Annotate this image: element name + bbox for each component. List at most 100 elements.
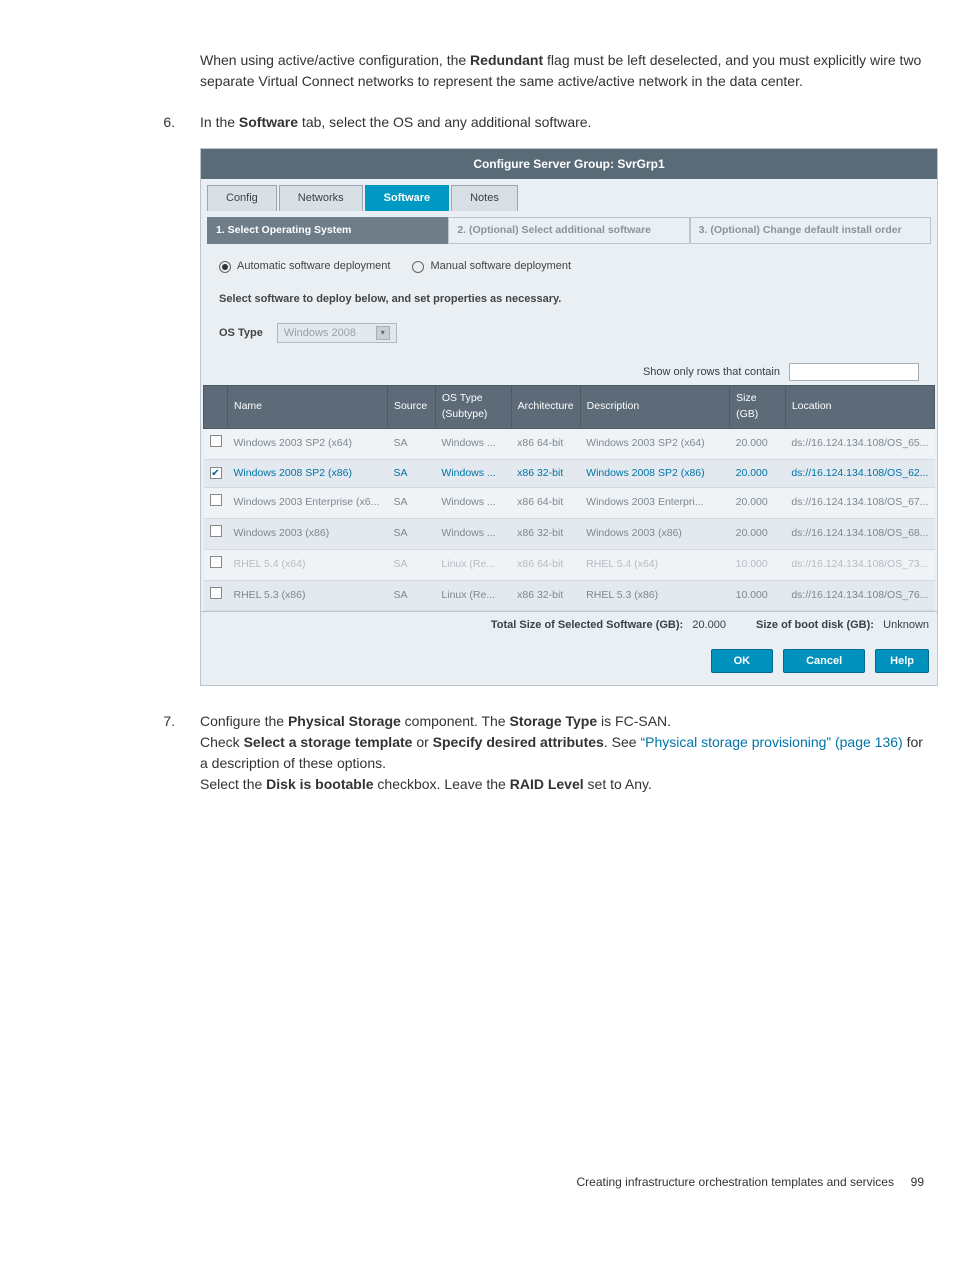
- cell-location: ds://16.124.134.108/OS_62...: [785, 459, 934, 488]
- chevron-down-icon: ▾: [376, 326, 390, 340]
- col-check[interactable]: [204, 386, 228, 429]
- configure-server-group-dialog: Configure Server Group: SvrGrp1 Config N…: [200, 148, 938, 686]
- button-row: OK Cancel Help: [201, 639, 937, 686]
- tab-bar: Config Networks Software Notes: [201, 179, 937, 211]
- cell-ostype: Windows ...: [435, 428, 511, 459]
- cell-ostype: Windows ...: [435, 488, 511, 519]
- step-number: 6.: [60, 112, 200, 133]
- cell-desc: RHEL 5.4 (x64): [580, 549, 729, 580]
- cell-arch: x86 32-bit: [511, 580, 580, 611]
- cell-arch: x86 64-bit: [511, 488, 580, 519]
- intro-paragraph: When using active/active configuration, …: [200, 50, 924, 92]
- col-size[interactable]: Size (GB): [730, 386, 786, 429]
- cell-location: ds://16.124.134.108/OS_68...: [785, 519, 934, 550]
- ostype-value: Windows 2008: [284, 325, 356, 342]
- radio-manual[interactable]: [412, 261, 424, 273]
- tab-config[interactable]: Config: [207, 185, 277, 211]
- document-page: When using active/active configuration, …: [0, 0, 954, 835]
- cell-location: ds://16.124.134.108/OS_73...: [785, 549, 934, 580]
- filter-label: Show only rows that contain: [643, 366, 780, 378]
- totals-row: Total Size of Selected Software (GB): 20…: [201, 611, 937, 639]
- table-row[interactable]: RHEL 5.3 (x86)SALinux (Re...x86 32-bitRH…: [204, 580, 935, 611]
- cell-name: Windows 2008 SP2 (x86): [228, 459, 388, 488]
- ostype-select[interactable]: Windows 2008 ▾: [277, 323, 397, 343]
- page-footer: Creating infrastructure orchestration te…: [0, 1175, 954, 1189]
- cell-name: Windows 2003 (x86): [228, 519, 388, 550]
- cell-location: ds://16.124.134.108/OS_67...: [785, 488, 934, 519]
- cancel-button[interactable]: Cancel: [783, 649, 865, 674]
- step-3-install-order[interactable]: 3. (Optional) Change default install ord…: [690, 217, 931, 245]
- tab-software[interactable]: Software: [365, 185, 449, 211]
- cell-location: ds://16.124.134.108/OS_65...: [785, 428, 934, 459]
- cell-source: SA: [387, 459, 435, 488]
- step-7: 7. Configure the Physical Storage compon…: [60, 711, 924, 795]
- filter-row: Show only rows that contain: [201, 361, 937, 385]
- step-indicator: 1. Select Operating System 2. (Optional)…: [207, 217, 931, 245]
- total-size-label: Total Size of Selected Software (GB):: [491, 619, 683, 631]
- cell-source: SA: [387, 549, 435, 580]
- footer-text: Creating infrastructure orchestration te…: [576, 1175, 893, 1189]
- filter-input[interactable]: [789, 363, 919, 381]
- tab-networks[interactable]: Networks: [279, 185, 363, 211]
- col-name[interactable]: Name: [228, 386, 388, 429]
- table-header-row: Name Source OS Type (Subtype) Architectu…: [204, 386, 935, 429]
- col-source[interactable]: Source: [387, 386, 435, 429]
- page-number: 99: [911, 1175, 924, 1189]
- help-button[interactable]: Help: [875, 649, 929, 674]
- col-desc[interactable]: Description: [580, 386, 729, 429]
- row-checkbox[interactable]: [210, 556, 222, 568]
- row-checkbox[interactable]: ✔: [210, 467, 222, 479]
- cell-arch: x86 32-bit: [511, 459, 580, 488]
- deployment-mode-radios: Automatic software deployment Manual sof…: [201, 254, 937, 285]
- row-checkbox[interactable]: [210, 525, 222, 537]
- cell-arch: x86 64-bit: [511, 549, 580, 580]
- cell-desc: Windows 2003 SP2 (x64): [580, 428, 729, 459]
- step-text: Configure the Physical Storage component…: [200, 711, 924, 795]
- cell-name: RHEL 5.3 (x86): [228, 580, 388, 611]
- cell-name: Windows 2003 SP2 (x64): [228, 428, 388, 459]
- table-row[interactable]: Windows 2003 (x86)SAWindows ...x86 32-bi…: [204, 519, 935, 550]
- cell-desc: Windows 2008 SP2 (x86): [580, 459, 729, 488]
- cell-size: 20.000: [730, 488, 786, 519]
- cell-desc: Windows 2003 (x86): [580, 519, 729, 550]
- physical-storage-link[interactable]: “Physical storage provisioning” (page 13…: [640, 734, 902, 750]
- software-table: Name Source OS Type (Subtype) Architectu…: [203, 385, 935, 611]
- cell-desc: RHEL 5.3 (x86): [580, 580, 729, 611]
- cell-size: 10.000: [730, 580, 786, 611]
- step-2-additional-software[interactable]: 2. (Optional) Select additional software: [448, 217, 689, 245]
- boot-disk-value: Unknown: [883, 619, 929, 631]
- cell-size: 20.000: [730, 459, 786, 488]
- cell-size: 20.000: [730, 519, 786, 550]
- radio-manual-label: Manual software deployment: [430, 258, 571, 275]
- dialog-title: Configure Server Group: SvrGrp1: [201, 149, 937, 179]
- cell-location: ds://16.124.134.108/OS_76...: [785, 580, 934, 611]
- row-checkbox[interactable]: [210, 494, 222, 506]
- row-checkbox[interactable]: [210, 435, 222, 447]
- cell-source: SA: [387, 519, 435, 550]
- cell-name: RHEL 5.4 (x64): [228, 549, 388, 580]
- col-ostype[interactable]: OS Type (Subtype): [435, 386, 511, 429]
- row-checkbox[interactable]: [210, 587, 222, 599]
- step-text: In the Software tab, select the OS and a…: [200, 112, 924, 133]
- cell-size: 20.000: [730, 428, 786, 459]
- table-row[interactable]: Windows 2003 SP2 (x64)SAWindows ...x86 6…: [204, 428, 935, 459]
- col-location[interactable]: Location: [785, 386, 934, 429]
- radio-automatic-label: Automatic software deployment: [237, 258, 390, 275]
- tab-notes[interactable]: Notes: [451, 185, 518, 211]
- cell-ostype: Linux (Re...: [435, 580, 511, 611]
- ok-button[interactable]: OK: [711, 649, 774, 674]
- cell-name: Windows 2003 Enterprise (x6...: [228, 488, 388, 519]
- step-6: 6. In the Software tab, select the OS an…: [60, 112, 924, 133]
- step-1-select-os[interactable]: 1. Select Operating System: [207, 217, 448, 245]
- radio-automatic[interactable]: [219, 261, 231, 273]
- col-arch[interactable]: Architecture: [511, 386, 580, 429]
- table-row[interactable]: RHEL 5.4 (x64)SALinux (Re...x86 64-bitRH…: [204, 549, 935, 580]
- instruction-text: Select software to deploy below, and set…: [201, 285, 937, 322]
- dialog-container: Configure Server Group: SvrGrp1 Config N…: [200, 148, 924, 686]
- step-number: 7.: [60, 711, 200, 795]
- table-row[interactable]: Windows 2003 Enterprise (x6...SAWindows …: [204, 488, 935, 519]
- cell-source: SA: [387, 580, 435, 611]
- cell-source: SA: [387, 488, 435, 519]
- table-row[interactable]: ✔Windows 2008 SP2 (x86)SAWindows ...x86 …: [204, 459, 935, 488]
- boot-disk-label: Size of boot disk (GB):: [756, 619, 874, 631]
